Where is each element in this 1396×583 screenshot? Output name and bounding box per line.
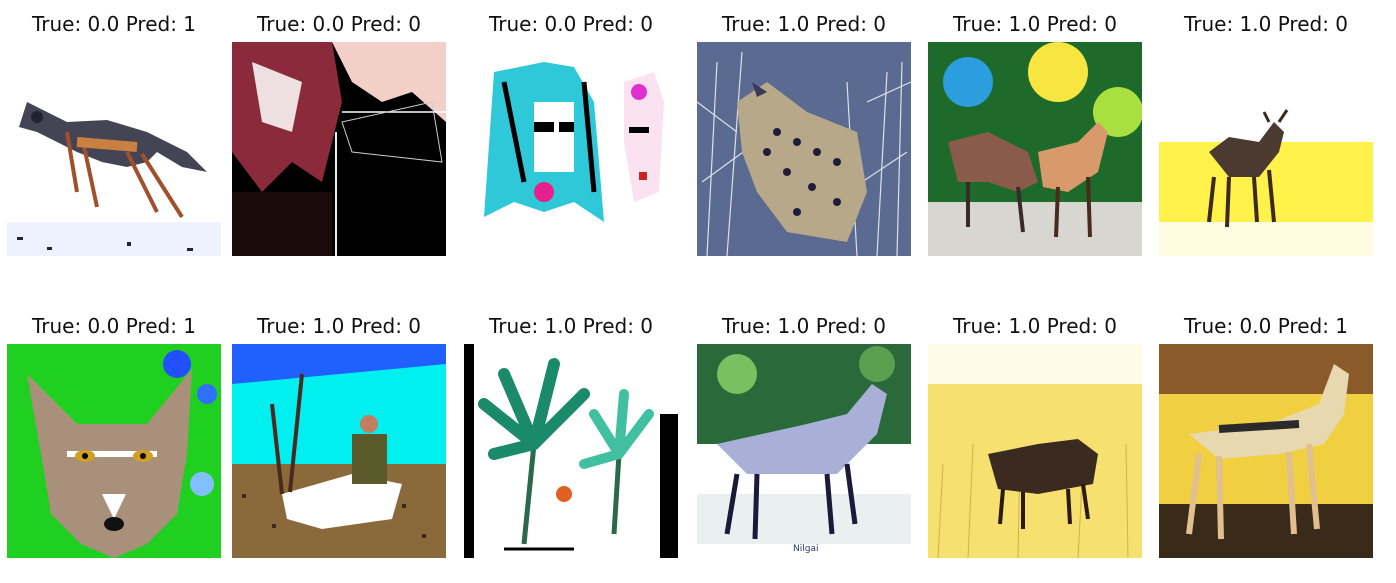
panel-image xyxy=(928,344,1142,558)
panel-image xyxy=(697,42,911,256)
panel-title: True: 1.0 Pred: 0 xyxy=(908,12,1162,36)
pred-label: Pred: 0 xyxy=(815,12,887,36)
pred-label: Pred: 1 xyxy=(125,12,197,36)
panel-title: True: 1.0 Pred: 0 xyxy=(908,314,1162,338)
true-label: True: 0.0 xyxy=(488,12,577,36)
true-label: True: 0.0 xyxy=(31,314,120,338)
panel-title: True: 0.0 Pred: 1 xyxy=(0,12,241,36)
pred-label: Pred: 0 xyxy=(582,314,654,338)
panel-image xyxy=(232,344,446,558)
panel-title: True: 0.0 Pred: 0 xyxy=(212,12,466,36)
panel-title: True: 1.0 Pred: 0 xyxy=(677,314,931,338)
pred-label: Pred: 0 xyxy=(1046,12,1118,36)
panel-title: True: 1.0 Pred: 0 xyxy=(677,12,931,36)
pred-label: Pred: 1 xyxy=(1277,314,1349,338)
pred-label: Pred: 0 xyxy=(815,314,887,338)
true-label: True: 1.0 xyxy=(721,12,810,36)
true-label: True: 1.0 xyxy=(952,314,1041,338)
panel-title: True: 0.0 Pred: 1 xyxy=(0,314,241,338)
true-label: True: 1.0 xyxy=(1183,12,1272,36)
pred-label: Pred: 0 xyxy=(1046,314,1118,338)
true-label: True: 0.0 xyxy=(31,12,120,36)
true-label: True: 0.0 xyxy=(256,12,345,36)
true-label: True: 1.0 xyxy=(256,314,345,338)
panel-image xyxy=(464,42,678,256)
panel-title: True: 0.0 Pred: 0 xyxy=(444,12,698,36)
panel-title: True: 1.0 Pred: 0 xyxy=(444,314,698,338)
pred-label: Pred: 0 xyxy=(582,12,654,36)
panel-image xyxy=(1159,42,1373,256)
true-label: True: 1.0 xyxy=(721,314,810,338)
true-label: True: 0.0 xyxy=(1183,314,1272,338)
panel-image: Nilgai xyxy=(697,344,911,558)
pred-label: Pred: 0 xyxy=(350,314,422,338)
pred-label: Pred: 0 xyxy=(350,12,422,36)
panel-image xyxy=(232,42,446,256)
panel-title: True: 1.0 Pred: 0 xyxy=(1139,12,1393,36)
panel-image xyxy=(464,344,678,558)
panel-image xyxy=(1159,344,1373,558)
panel-image xyxy=(7,42,221,256)
true-label: True: 1.0 xyxy=(488,314,577,338)
panel-title: True: 1.0 Pred: 0 xyxy=(212,314,466,338)
pred-label: Pred: 1 xyxy=(125,314,197,338)
panel-image xyxy=(7,344,221,558)
true-label: True: 1.0 xyxy=(952,12,1041,36)
panel-title: True: 0.0 Pred: 1 xyxy=(1139,314,1393,338)
watermark: Nilgai xyxy=(793,544,819,554)
panel-image xyxy=(928,42,1142,256)
pred-label: Pred: 0 xyxy=(1277,12,1349,36)
